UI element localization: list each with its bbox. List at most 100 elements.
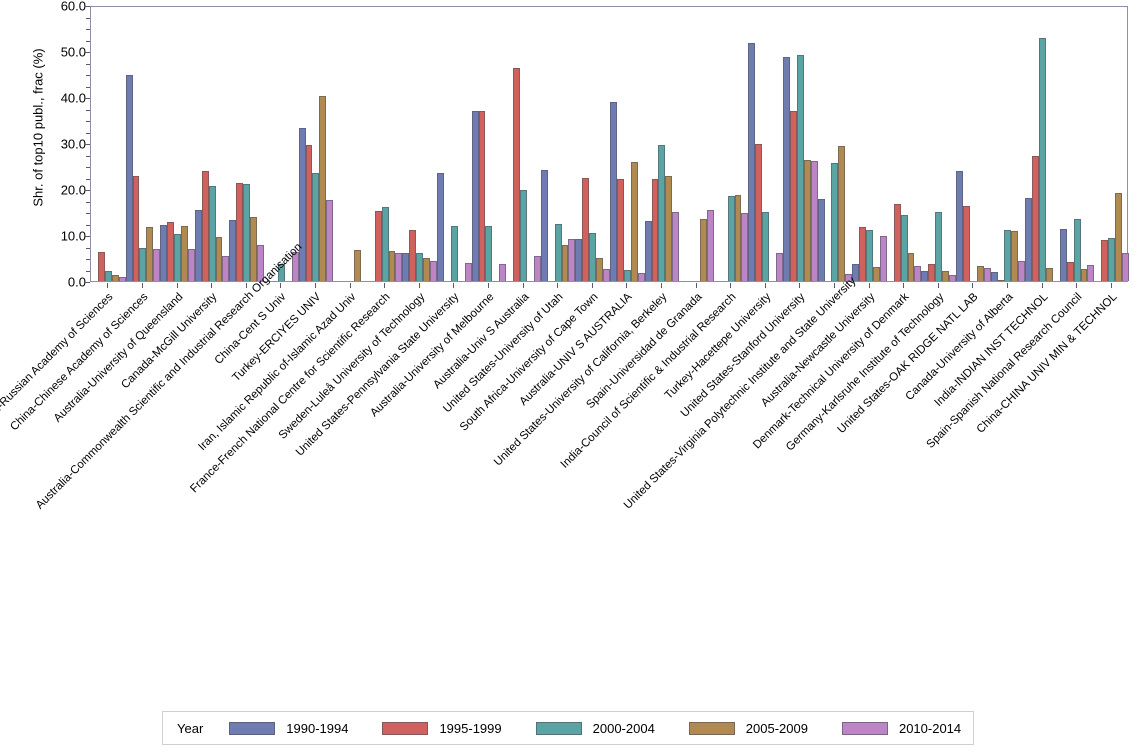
bar bbox=[243, 183, 251, 281]
legend-item[interactable]: 2005-2009 bbox=[688, 721, 808, 736]
x-tick-mark bbox=[349, 283, 351, 288]
bar-group bbox=[610, 7, 645, 281]
y-tick-mark-minor bbox=[86, 17, 90, 19]
y-tick-label: 40.0 bbox=[60, 90, 86, 106]
bar bbox=[436, 172, 444, 281]
legend-item[interactable]: 2010-2014 bbox=[841, 721, 961, 736]
legend-label: 1995-1999 bbox=[439, 720, 502, 736]
bar bbox=[513, 67, 521, 281]
bar-group bbox=[436, 7, 472, 281]
bar bbox=[353, 249, 361, 281]
bar bbox=[1115, 192, 1123, 281]
bar-group bbox=[229, 7, 264, 281]
bar-group bbox=[748, 7, 783, 281]
plot-area bbox=[90, 6, 1129, 282]
bar-group bbox=[160, 7, 195, 281]
legend-item[interactable]: 2000-2004 bbox=[535, 721, 655, 736]
bar bbox=[983, 267, 991, 281]
bar-group bbox=[990, 7, 1026, 281]
legend-item[interactable]: 1995-1999 bbox=[382, 720, 502, 736]
x-tick-mark bbox=[626, 283, 628, 288]
bar bbox=[651, 179, 659, 281]
bars-container bbox=[91, 7, 1129, 281]
bar bbox=[464, 263, 472, 281]
bar bbox=[1122, 252, 1129, 281]
bar bbox=[1087, 264, 1095, 281]
bar bbox=[1025, 197, 1033, 281]
bar bbox=[956, 171, 963, 281]
bar bbox=[319, 96, 327, 281]
legend-swatch bbox=[535, 721, 582, 735]
y-tick-mark-minor bbox=[86, 29, 90, 30]
bar-group bbox=[91, 7, 126, 281]
x-tick-mark bbox=[937, 283, 939, 288]
bar bbox=[416, 253, 424, 281]
bar bbox=[485, 226, 493, 281]
y-tick-mark-minor bbox=[86, 40, 90, 42]
bar bbox=[859, 226, 867, 281]
y-tick-mark bbox=[84, 236, 90, 237]
bar-group bbox=[921, 7, 956, 281]
y-tick-mark-minor bbox=[86, 155, 90, 157]
bar bbox=[312, 172, 320, 281]
y-tick-mark-minor bbox=[86, 178, 90, 180]
bar bbox=[699, 219, 707, 281]
bar bbox=[298, 127, 306, 281]
x-tick-mark bbox=[591, 283, 593, 288]
bar bbox=[900, 215, 908, 281]
legend-swatch bbox=[841, 721, 888, 735]
y-axis-title: Shr. of top10 publ., frac (%) bbox=[30, 48, 46, 207]
y-tick-mark bbox=[84, 190, 90, 191]
bar bbox=[229, 219, 237, 281]
bar bbox=[582, 177, 590, 281]
bar bbox=[942, 270, 950, 281]
bar bbox=[1011, 230, 1019, 281]
bar-group bbox=[956, 7, 991, 281]
x-tick-mark bbox=[1110, 283, 1112, 288]
bar bbox=[208, 186, 216, 281]
bar bbox=[748, 43, 756, 281]
bar bbox=[596, 258, 604, 281]
bar bbox=[1108, 238, 1116, 281]
legend-item[interactable]: 1990-1994 bbox=[229, 721, 348, 736]
bar-group bbox=[852, 7, 887, 281]
bar-group bbox=[471, 7, 507, 281]
bar bbox=[554, 223, 562, 281]
bar-group bbox=[125, 7, 161, 281]
legend: Year 1990-1994 1995-1999 2000-2004 2005-200… bbox=[162, 711, 974, 745]
bar bbox=[949, 274, 956, 281]
bar bbox=[1066, 261, 1074, 281]
bar bbox=[976, 265, 984, 281]
bar bbox=[644, 221, 652, 281]
bar bbox=[1032, 156, 1040, 281]
bar-group bbox=[1059, 7, 1095, 281]
x-tick-mark bbox=[107, 283, 109, 288]
bar bbox=[734, 195, 742, 281]
bar bbox=[741, 212, 749, 281]
bar bbox=[623, 269, 631, 281]
bar bbox=[201, 171, 209, 281]
bar-group bbox=[817, 7, 853, 281]
bar bbox=[1004, 230, 1012, 281]
bar bbox=[1018, 261, 1026, 281]
bar bbox=[755, 143, 763, 281]
bar bbox=[153, 248, 161, 281]
bar bbox=[187, 248, 195, 281]
x-tick-mark bbox=[903, 283, 905, 288]
bar-group bbox=[1025, 7, 1060, 281]
x-tick-mark bbox=[557, 283, 559, 288]
bar-group bbox=[368, 7, 403, 281]
bar bbox=[914, 265, 922, 281]
y-tick-mark-minor bbox=[86, 259, 90, 260]
bar-group bbox=[644, 7, 680, 281]
bar bbox=[630, 161, 638, 281]
bar bbox=[616, 178, 624, 281]
bar-group bbox=[714, 7, 749, 281]
bar bbox=[935, 212, 943, 281]
y-tick-mark-minor bbox=[86, 109, 90, 111]
bar bbox=[388, 250, 396, 281]
bar-group bbox=[1094, 7, 1129, 281]
bar bbox=[194, 209, 202, 281]
y-tick-label: 50.0 bbox=[60, 44, 86, 60]
x-tick-mark bbox=[1041, 283, 1043, 288]
